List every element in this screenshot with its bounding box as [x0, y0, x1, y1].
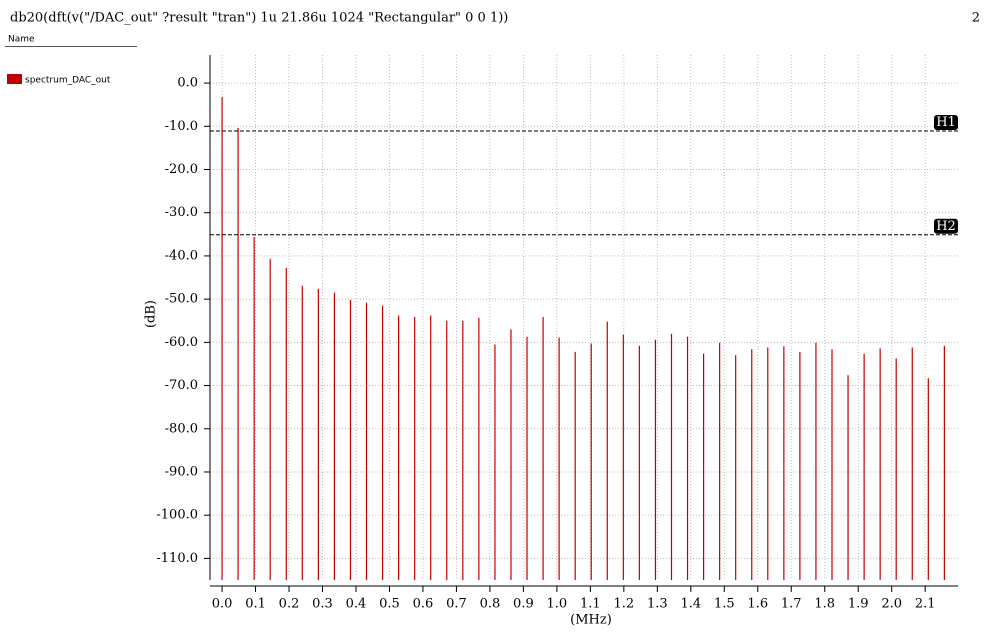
x-tick-label: 1.0	[547, 597, 568, 612]
x-tick-label: 0.4	[346, 597, 367, 612]
y-tick-label: -110.0	[156, 551, 198, 566]
x-tick-label: 0.3	[312, 597, 333, 612]
x-tick-label: 0.7	[446, 597, 467, 612]
marker-label: H2	[936, 219, 956, 234]
marker-label: H1	[936, 115, 956, 130]
x-tick-label: 1.5	[714, 597, 735, 612]
y-axis-label: (dB)	[144, 300, 159, 328]
y-tick-label: -100.0	[156, 508, 198, 523]
x-tick-label: 2.0	[881, 597, 902, 612]
x-tick-label: 1.3	[647, 597, 668, 612]
x-tick-label: 0.8	[480, 597, 501, 612]
y-tick-label: -40.0	[165, 248, 198, 263]
y-tick-label: -30.0	[165, 205, 198, 220]
y-tick-label: -90.0	[165, 464, 198, 479]
x-tick-label: 1.4	[680, 597, 701, 612]
y-tick-label: -80.0	[165, 421, 198, 436]
y-tick-label: -20.0	[165, 162, 198, 177]
x-tick-label: 1.7	[781, 597, 802, 612]
y-tick-label: -60.0	[165, 335, 198, 350]
x-tick-label: 1.8	[814, 597, 835, 612]
x-tick-label: 0.5	[379, 597, 400, 612]
x-tick-label: 0.6	[413, 597, 434, 612]
x-tick-label: 0.2	[279, 597, 300, 612]
y-tick-label: -70.0	[165, 378, 198, 393]
legend-header: Name	[8, 35, 35, 45]
legend-label: spectrum_DAC_out	[25, 76, 111, 86]
x-tick-label: 0.0	[212, 597, 233, 612]
x-tick-label: 1.6	[747, 597, 768, 612]
x-tick-label: 0.1	[245, 597, 266, 612]
x-tick-label: 0.9	[513, 597, 534, 612]
y-tick-label: -50.0	[165, 292, 198, 307]
x-tick-label: 1.9	[848, 597, 869, 612]
y-tick-label: -10.0	[165, 119, 198, 134]
x-tick-label: 1.1	[580, 597, 601, 612]
x-tick-label: 2.1	[915, 597, 936, 612]
subplot-label: 2	[972, 11, 980, 26]
legend-swatch	[7, 74, 22, 84]
x-axis-label: (MHz)	[570, 613, 612, 628]
chart-title: db20(dft(v("/DAC_out" ?result "tran") 1u…	[10, 11, 508, 26]
marker-tag	[934, 115, 958, 131]
x-tick-label: 1.2	[614, 597, 635, 612]
y-tick-label: 0.0	[177, 76, 198, 91]
marker-tag	[934, 218, 958, 234]
